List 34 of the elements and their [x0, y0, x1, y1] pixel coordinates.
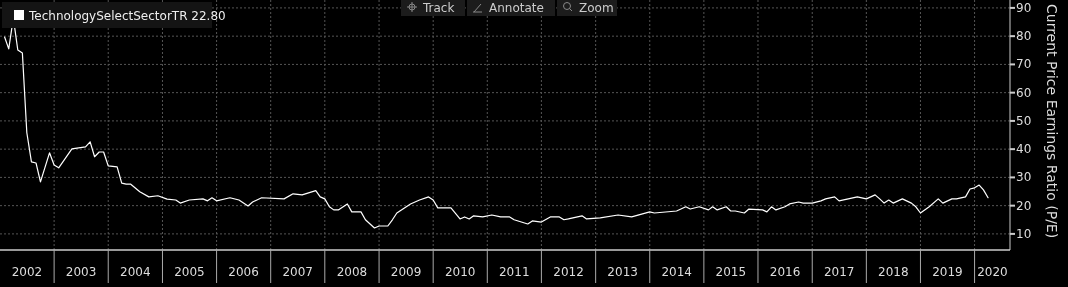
y-tick-label: 20 [1016, 198, 1032, 213]
y-tick-label: 10 [1016, 226, 1032, 241]
y-tick-label: 90 [1016, 0, 1032, 15]
x-tick-label: 2008 [336, 265, 368, 279]
y-tick-label: 50 [1016, 113, 1032, 128]
legend-label: TechnologySelectSectorTR [29, 9, 188, 23]
x-tick-label: 2011 [498, 265, 530, 279]
x-tick-label: 2018 [878, 265, 909, 279]
y-tick-label: 40 [1016, 142, 1032, 157]
x-tick-label: 2010 [444, 265, 476, 279]
annotation: Zoom [579, 1, 614, 15]
y-tick-label: 70 [1016, 57, 1032, 72]
x-tick-label: 2016 [769, 265, 801, 279]
x-tick-label: 2015 [715, 265, 747, 279]
x-tick-label: 2005 [174, 265, 205, 279]
y-axis-title: Current Price Earnings Ratio (P/E) [1044, 4, 1060, 239]
x-tick-label: 2020 [977, 265, 1008, 279]
x-tick-label: 2013 [607, 265, 638, 279]
x-tick-label: 2006 [228, 265, 259, 279]
x-tick-label: 2019 [932, 265, 963, 279]
y-tick-label: 30 [1016, 170, 1032, 185]
y-tick-label: 60 [1016, 85, 1032, 100]
x-tick-label: 2003 [65, 265, 97, 279]
y-tick-label: 80 [1016, 29, 1032, 44]
x-tick-label: 2014 [661, 265, 693, 279]
x-tick-label: 2004 [120, 265, 151, 279]
annotation: Annotate [489, 1, 544, 15]
x-tick-label: 2012 [553, 265, 584, 279]
annotation: 22.80 [191, 9, 226, 23]
x-tick-label: 2017 [823, 265, 855, 279]
annotation: Track [422, 1, 455, 15]
x-tick-label: 2009 [390, 265, 422, 279]
x-tick-label: 2007 [282, 265, 313, 279]
x-tick-label: 2002 [11, 265, 43, 279]
